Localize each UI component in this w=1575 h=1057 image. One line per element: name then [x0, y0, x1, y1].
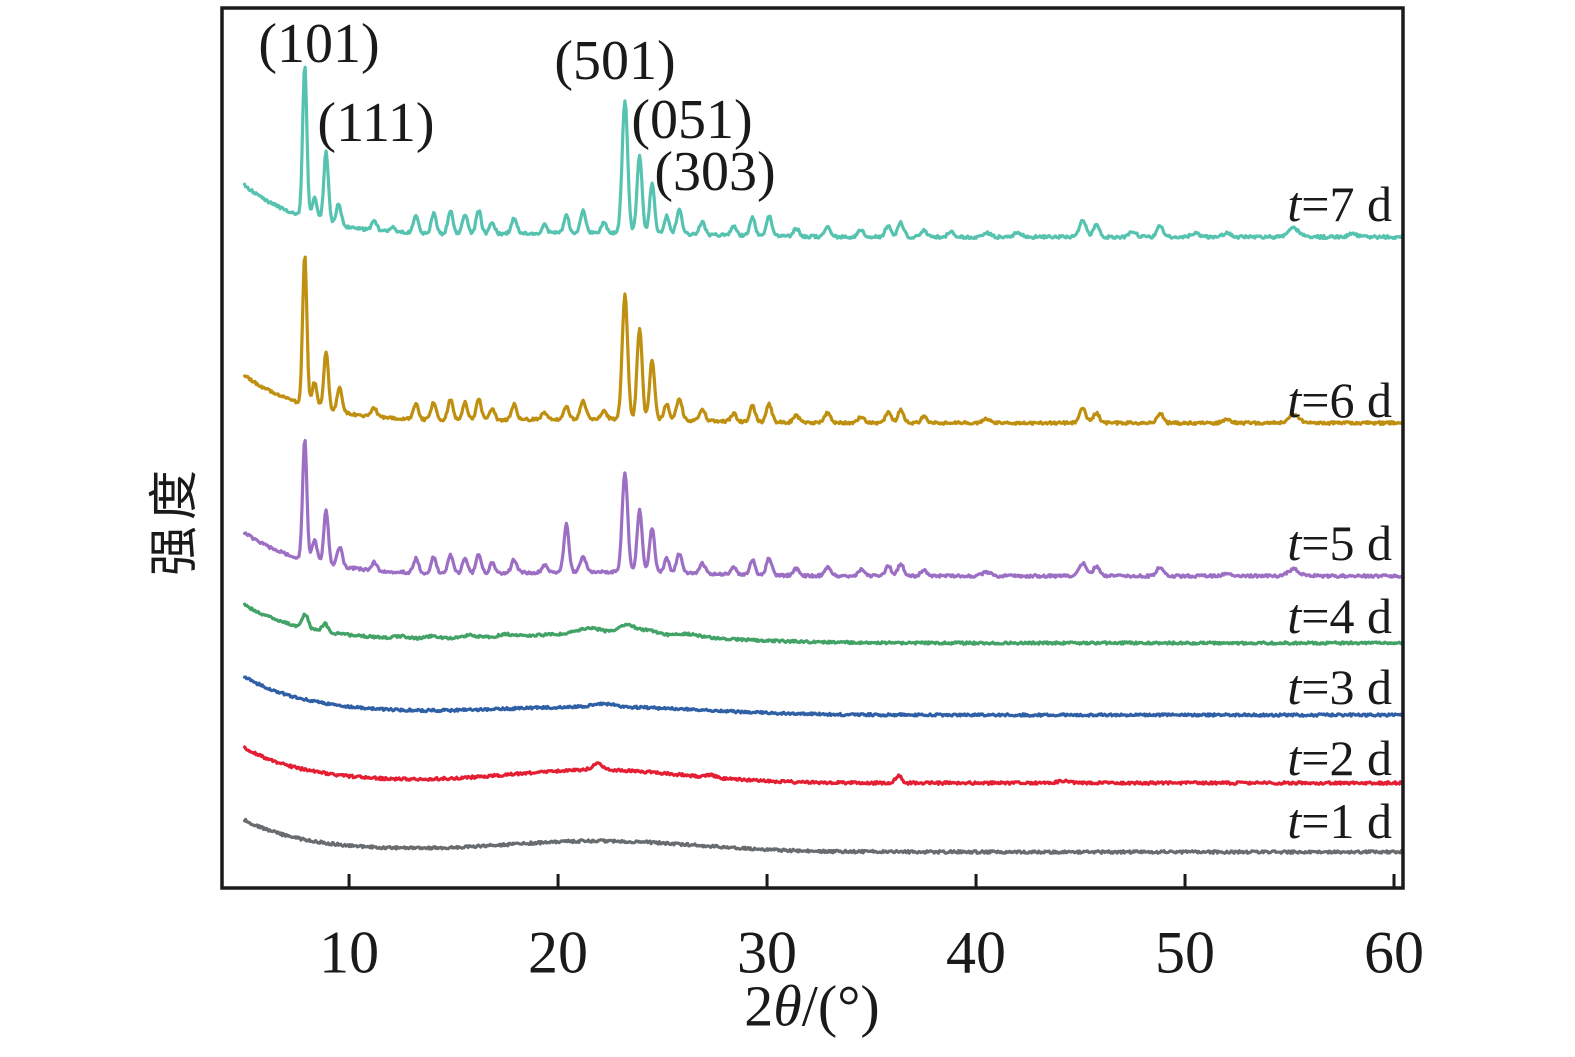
x-tick-label-30: 30	[737, 919, 798, 986]
series-label-var: t	[1287, 372, 1302, 428]
x-tick-label-60: 60	[1364, 919, 1424, 986]
series-label-var: t	[1287, 793, 1302, 849]
series-curve-t2d	[243, 745, 1403, 786]
series-label-var: t	[1287, 176, 1302, 232]
series-curve-t1d	[243, 817, 1403, 855]
x-tick-label-50: 50	[1155, 919, 1216, 986]
series-curve-t7d	[243, 65, 1403, 241]
series-curve-t5d	[243, 438, 1403, 579]
series-label-rest: =5 d	[1301, 515, 1392, 571]
series-label-var: t	[1287, 515, 1302, 571]
series-label-t7d: t=7 d	[1287, 175, 1392, 233]
series-label-rest: =7 d	[1301, 176, 1392, 232]
x-axis-title-prefix: 2	[744, 973, 774, 1039]
y-axis-title: 强度	[146, 464, 202, 576]
series-label-rest: =6 d	[1301, 372, 1392, 428]
series-curve-t4d	[243, 602, 1403, 646]
series-label-rest: =4 d	[1301, 588, 1392, 644]
series-curve-t6d	[243, 255, 1403, 426]
peak-annotation-501: (501)	[554, 30, 676, 92]
series-label-t3d: t=3 d	[1287, 658, 1392, 716]
series-label-t5d: t=5 d	[1287, 514, 1392, 572]
peak-annotation-101: (101)	[258, 13, 380, 75]
series-label-t2d: t=2 d	[1287, 729, 1392, 787]
series-label-rest: =1 d	[1301, 793, 1392, 849]
series-label-t1d: t=1 d	[1287, 792, 1392, 850]
series-label-rest: =2 d	[1301, 730, 1392, 786]
peak-annotation-051: (051)	[631, 89, 753, 151]
x-axis-title: 2θ/(°)	[744, 973, 879, 1040]
series-label-t4d: t=4 d	[1287, 587, 1392, 645]
peak-annotation-111: (111)	[317, 92, 435, 154]
series-curve-t3d	[243, 675, 1403, 718]
x-tick-label-20: 20	[528, 919, 589, 986]
series-label-var: t	[1287, 730, 1302, 786]
x-tick-label-40: 40	[946, 919, 1007, 986]
x-tick-label-10: 10	[319, 919, 380, 986]
series-label-rest: =3 d	[1301, 659, 1392, 715]
peak-annotation-303: (303)	[654, 141, 776, 203]
x-axis-title-theta: θ	[773, 973, 802, 1039]
series-label-t6d: t=6 d	[1287, 371, 1392, 429]
series-label-var: t	[1287, 588, 1302, 644]
plot-frame	[220, 6, 1405, 890]
x-axis-title-suffix: /(°)	[801, 973, 880, 1039]
series-label-var: t	[1287, 659, 1302, 715]
